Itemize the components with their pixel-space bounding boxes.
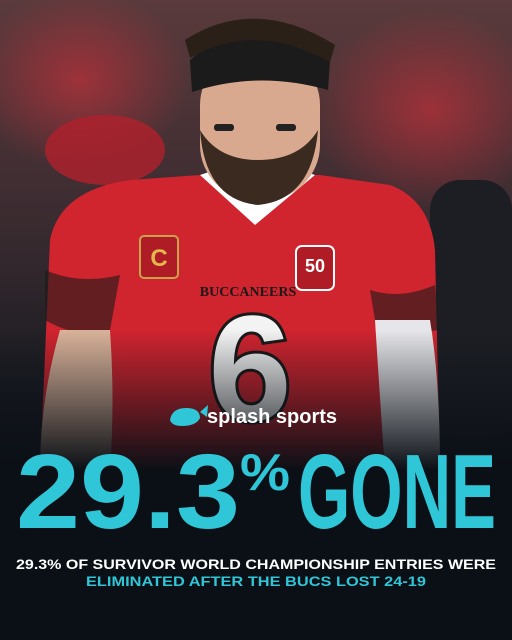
captain-letter: C (150, 245, 167, 272)
sleeve-trim (370, 285, 440, 332)
sleeve-trim (45, 270, 120, 334)
beard (200, 130, 318, 205)
headline-number: 29.3 (16, 433, 240, 551)
brand-logo (170, 405, 208, 426)
patch-text: 50 (305, 256, 325, 276)
headline-unit: % (240, 444, 290, 502)
bottom-panel (0, 470, 512, 640)
hair (185, 18, 335, 62)
background-cap (45, 115, 165, 185)
headline-word: GONE (298, 433, 496, 551)
brand-name: splash sports (207, 406, 337, 428)
team-wordmark: BUCCANEERS (200, 285, 297, 300)
anniversary-patch (295, 245, 335, 291)
captain-patch (139, 235, 179, 279)
eye-black (276, 124, 296, 131)
subtitle-line: 29.3% OF SURVIVOR WORLD CHAMPIONSHIP ENT… (16, 556, 496, 572)
crowd-blur (310, 10, 512, 210)
subtitle-line: ELIMINATED AFTER THE BUCS LOST 24-19 (86, 573, 426, 589)
bottom-fade (0, 330, 512, 470)
eye-black (214, 124, 234, 131)
